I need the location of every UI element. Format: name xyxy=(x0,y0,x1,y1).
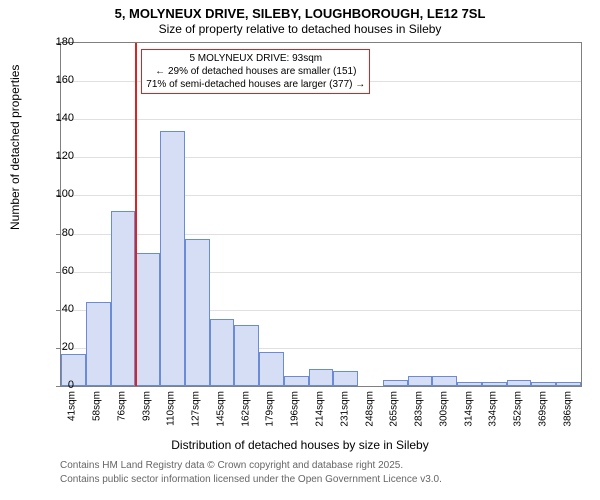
histogram-bar xyxy=(135,253,160,386)
histogram-bar xyxy=(309,369,334,386)
chart-supertitle: 5, MOLYNEUX DRIVE, SILEBY, LOUGHBOROUGH,… xyxy=(0,6,600,21)
histogram-bar xyxy=(383,380,408,386)
plot-area: 5 MOLYNEUX DRIVE: 93sqm ← 29% of detache… xyxy=(60,42,582,387)
x-tick-label: 334sqm xyxy=(488,391,499,441)
annotation-line-3: 71% of semi-detached houses are larger (… xyxy=(146,78,365,91)
y-tick-label: 80 xyxy=(44,227,74,239)
histogram-bar xyxy=(210,319,235,386)
histogram-bar xyxy=(234,325,259,386)
histogram-bar xyxy=(259,352,284,386)
y-tick-label: 140 xyxy=(44,112,74,124)
y-tick-label: 180 xyxy=(44,36,74,48)
y-tick-label: 60 xyxy=(44,265,74,277)
y-tick-label: 160 xyxy=(44,74,74,86)
y-tick-label: 100 xyxy=(44,188,74,200)
gridline xyxy=(61,119,581,120)
x-tick-label: 93sqm xyxy=(141,391,152,441)
x-tick-label: 179sqm xyxy=(265,391,276,441)
footer-attribution-1: Contains HM Land Registry data © Crown c… xyxy=(60,460,403,471)
histogram-bar xyxy=(86,302,111,386)
x-tick-label: 314sqm xyxy=(463,391,474,441)
histogram-bar xyxy=(432,376,457,386)
histogram-bar xyxy=(507,380,532,386)
chart-title: Size of property relative to detached ho… xyxy=(0,22,600,36)
annotation-box: 5 MOLYNEUX DRIVE: 93sqm ← 29% of detache… xyxy=(141,49,370,94)
x-tick-label: 145sqm xyxy=(215,391,226,441)
x-tick-label: 386sqm xyxy=(562,391,573,441)
annotation-line-2: ← 29% of detached houses are smaller (15… xyxy=(146,65,365,78)
x-tick-label: 231sqm xyxy=(339,391,350,441)
x-tick-label: 162sqm xyxy=(240,391,251,441)
histogram-bar xyxy=(284,376,309,386)
gridline xyxy=(61,157,581,158)
x-tick-label: 283sqm xyxy=(414,391,425,441)
x-tick-label: 248sqm xyxy=(364,391,375,441)
chart-container: 5, MOLYNEUX DRIVE, SILEBY, LOUGHBOROUGH,… xyxy=(0,0,600,500)
histogram-bar xyxy=(556,382,581,386)
y-tick-label: 20 xyxy=(44,341,74,353)
histogram-bar xyxy=(160,131,185,386)
x-tick-label: 265sqm xyxy=(389,391,400,441)
histogram-bar xyxy=(111,211,136,386)
annotation-line-1: 5 MOLYNEUX DRIVE: 93sqm xyxy=(146,52,365,65)
y-axis-label: Number of detached properties xyxy=(8,65,22,230)
x-tick-label: 58sqm xyxy=(92,391,103,441)
histogram-bar xyxy=(531,382,556,386)
histogram-bar xyxy=(333,371,358,386)
histogram-bar xyxy=(457,382,482,386)
x-tick-label: 76sqm xyxy=(116,391,127,441)
reference-marker-line xyxy=(135,43,137,386)
x-tick-label: 214sqm xyxy=(315,391,326,441)
histogram-bar xyxy=(482,382,507,386)
y-tick-label: 0 xyxy=(44,379,74,391)
gridline xyxy=(61,234,581,235)
x-tick-label: 369sqm xyxy=(537,391,548,441)
y-tick-label: 40 xyxy=(44,303,74,315)
x-tick-label: 127sqm xyxy=(191,391,202,441)
y-tick-label: 120 xyxy=(44,150,74,162)
histogram-bar xyxy=(185,239,210,386)
x-tick-label: 352sqm xyxy=(513,391,524,441)
x-tick-label: 41sqm xyxy=(67,391,78,441)
footer-attribution-2: Contains public sector information licen… xyxy=(60,474,442,485)
x-tick-label: 300sqm xyxy=(438,391,449,441)
x-tick-label: 110sqm xyxy=(166,391,177,441)
x-tick-label: 196sqm xyxy=(290,391,301,441)
histogram-bar xyxy=(408,376,433,386)
gridline xyxy=(61,195,581,196)
